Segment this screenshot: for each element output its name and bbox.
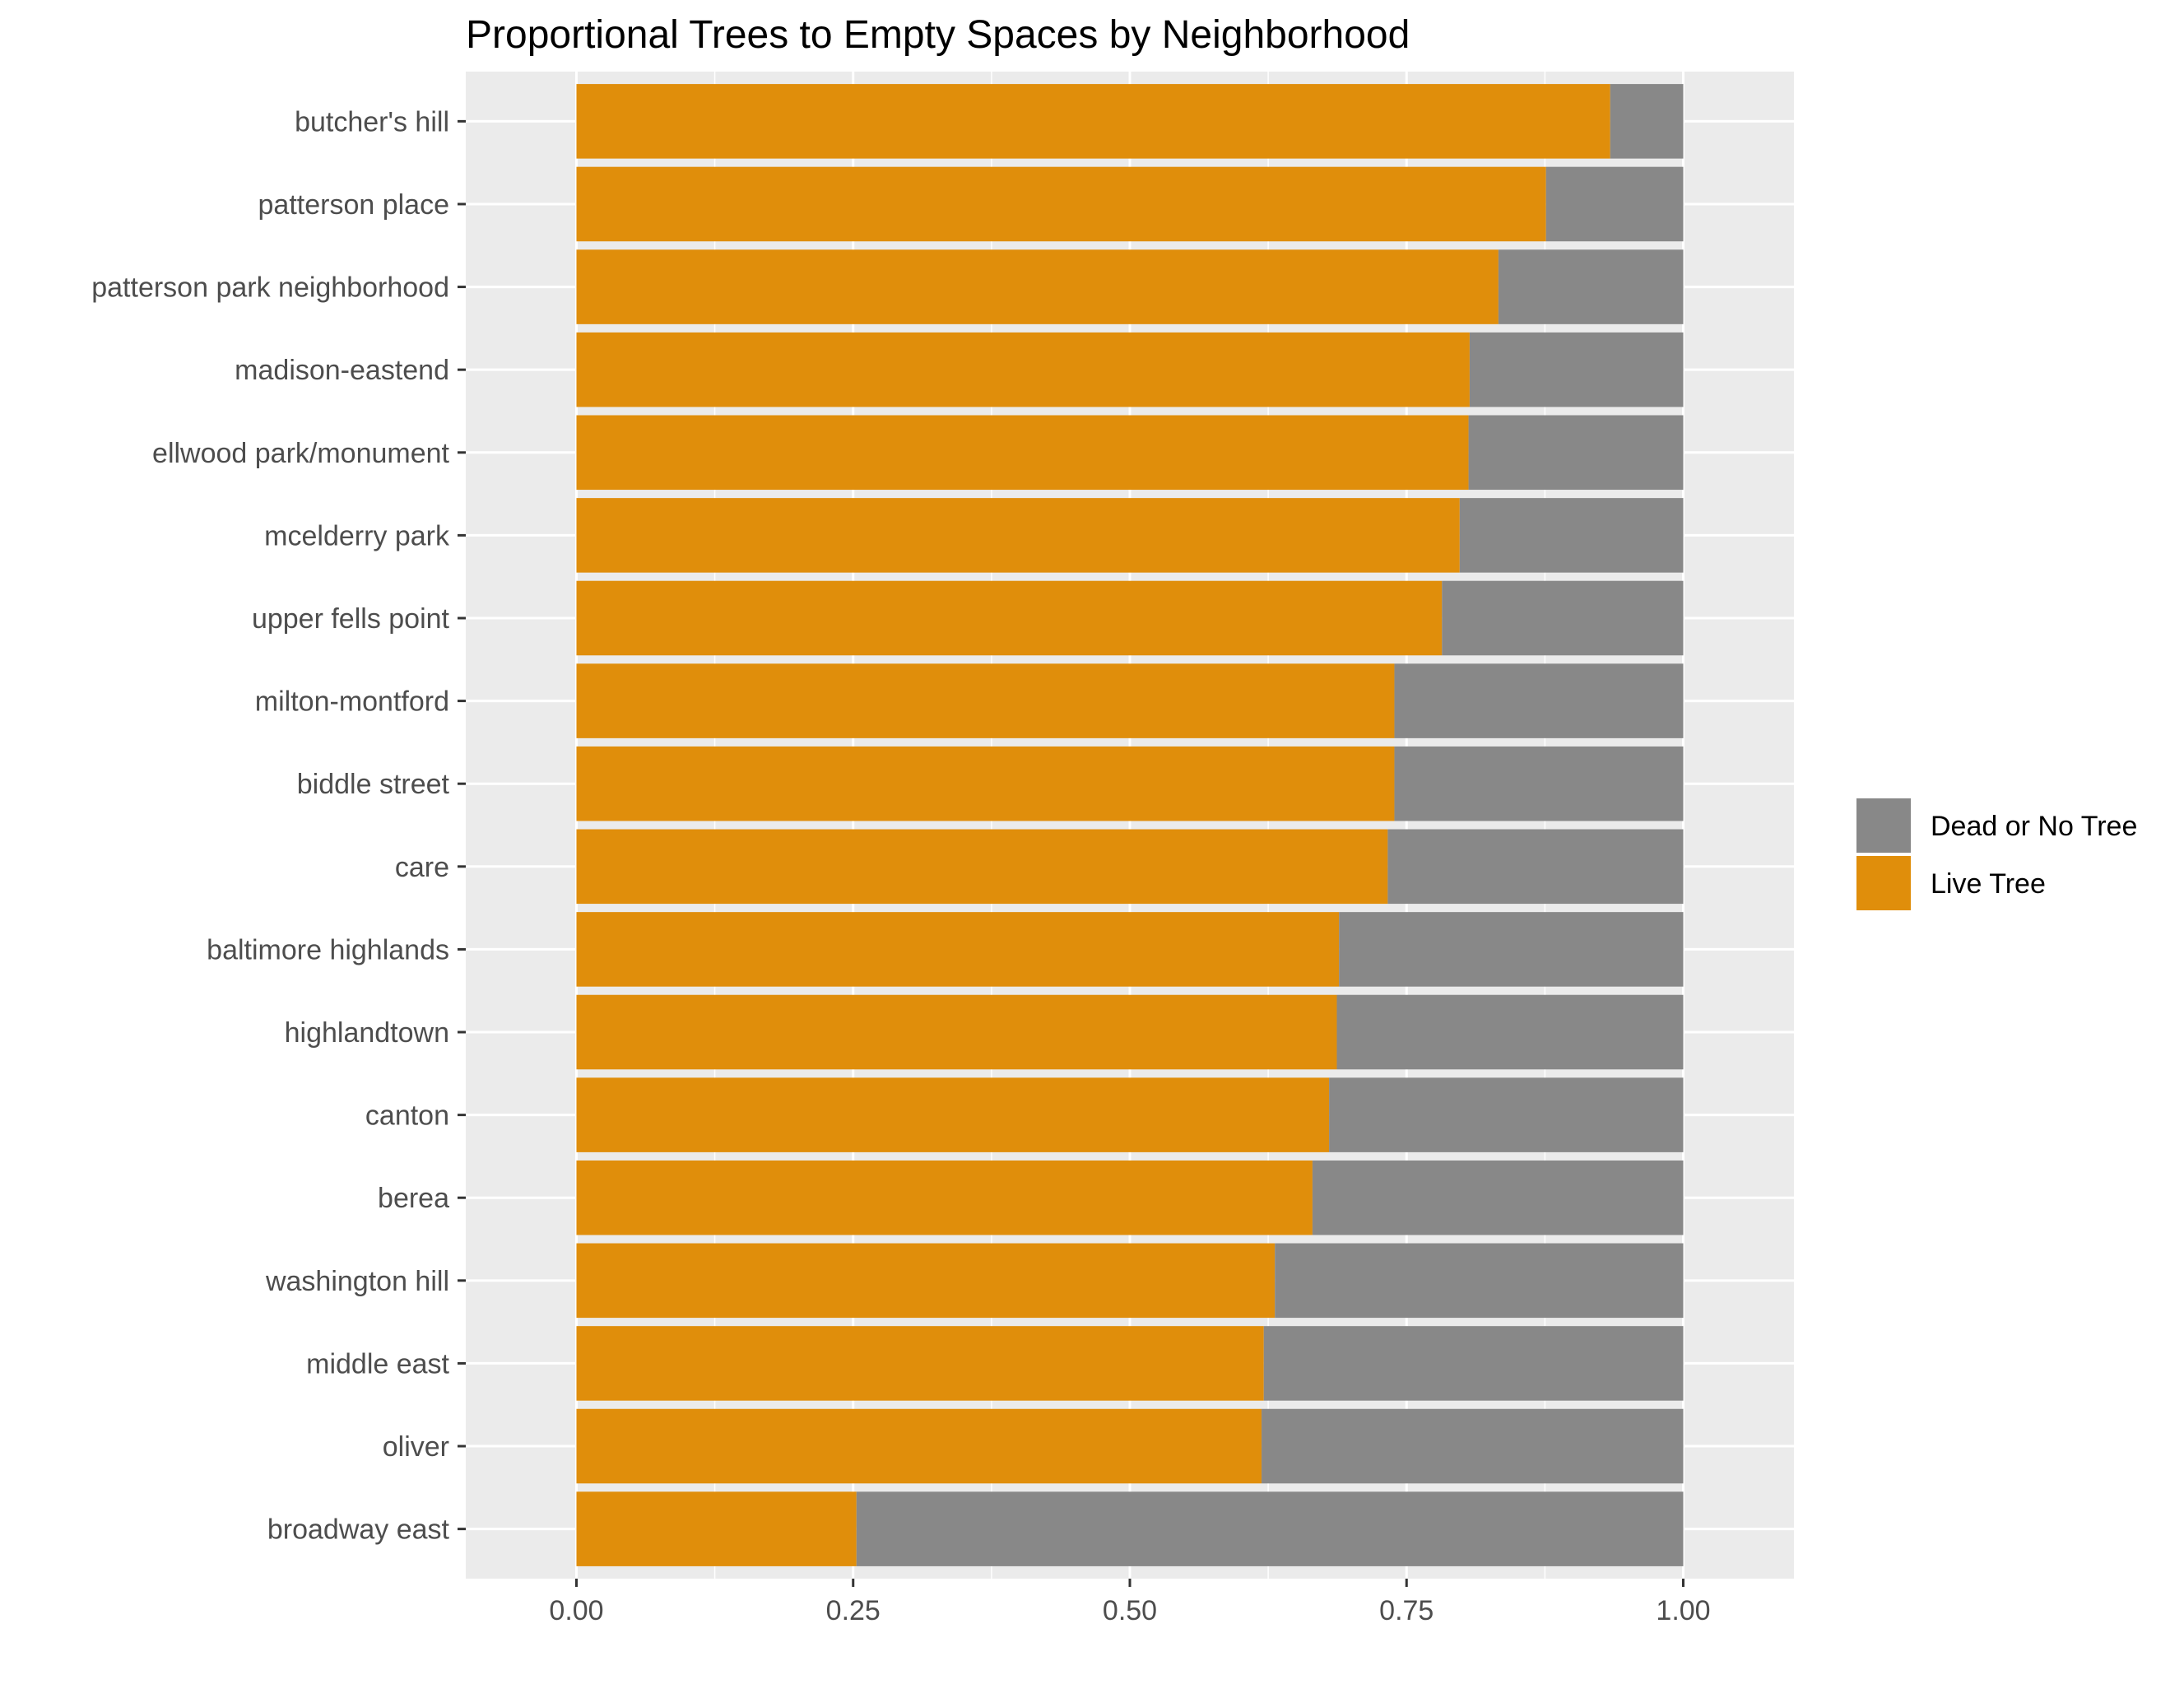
bar-live-tree <box>576 829 1388 905</box>
y-tick-label: biddle street <box>297 769 450 800</box>
bar-live-tree <box>576 166 1546 242</box>
bar-live-tree <box>576 580 1443 656</box>
y-tick-label: oliver <box>383 1431 449 1463</box>
bar-dead-or-no-tree <box>1329 1077 1684 1152</box>
bar-live-tree <box>576 663 1395 738</box>
y-tick-label: patterson park neighborhood <box>91 272 449 304</box>
bar-dead-or-no-tree <box>856 1491 1684 1566</box>
bar-dead-or-no-tree <box>1394 663 1684 738</box>
y-tick-label: broadway east <box>267 1514 450 1546</box>
bar-live-tree <box>576 746 1395 821</box>
legend: Dead or No Tree Live Tree <box>1856 798 2137 910</box>
bar-dead-or-no-tree <box>1394 746 1684 821</box>
bar-dead-or-no-tree <box>1262 1408 1684 1484</box>
bar-dead-or-no-tree <box>1469 332 1684 407</box>
y-tick-label: middle east <box>306 1348 449 1379</box>
y-tick-label: highlandtown <box>285 1017 449 1049</box>
x-tick-label: 0.50 <box>1103 1595 1157 1626</box>
bar-live-tree <box>576 249 1499 324</box>
legend-label-dead-or-no-tree: Dead or No Tree <box>1931 811 2137 842</box>
bar-dead-or-no-tree <box>1387 829 1684 905</box>
bar-live-tree <box>576 1077 1330 1152</box>
y-tick-label: washington hill <box>265 1266 449 1297</box>
bar-dead-or-no-tree <box>1442 580 1684 656</box>
x-tick-label: 1.00 <box>1656 1595 1710 1626</box>
bar-dead-or-no-tree <box>1498 249 1684 324</box>
y-tick-label: berea <box>378 1183 449 1214</box>
bar-live-tree <box>576 1326 1264 1401</box>
bar-dead-or-no-tree <box>1610 84 1684 159</box>
bar-dead-or-no-tree <box>1468 415 1684 491</box>
chart-title: Proportional Trees to Empty Spaces by Ne… <box>466 13 1410 57</box>
y-tick-label: milton-montford <box>255 686 449 718</box>
bar-live-tree <box>576 498 1460 573</box>
bar-live-tree <box>576 1160 1313 1235</box>
legend-key-dead-or-no-tree <box>1856 798 1911 853</box>
y-tick-label: butcher's hill <box>295 106 449 137</box>
bar-dead-or-no-tree <box>1336 994 1684 1070</box>
bar-live-tree <box>576 994 1337 1070</box>
y-tick-label: ellwood park/monument <box>152 438 450 469</box>
bar-live-tree <box>576 332 1470 407</box>
x-tick-label: 0.75 <box>1379 1595 1434 1626</box>
bar-dead-or-no-tree <box>1263 1326 1684 1401</box>
y-axis: butcher's hill patterson place patterson p… <box>91 106 466 1546</box>
bar-live-tree <box>576 415 1469 491</box>
bar-dead-or-no-tree <box>1312 1160 1684 1235</box>
y-tick-label: mcelderry park <box>264 520 450 551</box>
y-tick-label: canton <box>365 1100 449 1132</box>
y-tick-label: patterson place <box>258 189 450 221</box>
bar-dead-or-no-tree <box>1459 498 1684 573</box>
x-tick-label: 0.25 <box>826 1595 881 1626</box>
bar-dead-or-no-tree <box>1275 1243 1684 1319</box>
bar-live-tree <box>576 1243 1276 1319</box>
y-tick-label: baltimore highlands <box>207 934 449 965</box>
bar-live-tree <box>576 1491 857 1566</box>
bar-live-tree <box>576 1408 1262 1484</box>
y-tick-label: care <box>395 852 449 883</box>
bar-dead-or-no-tree <box>1545 166 1684 242</box>
bars <box>576 84 1684 1566</box>
bar-dead-or-no-tree <box>1339 912 1684 987</box>
bar-live-tree <box>576 912 1340 987</box>
y-tick-label: upper fells point <box>252 603 450 635</box>
legend-label-live-tree: Live Tree <box>1931 868 2046 900</box>
y-tick-label: madison-eastend <box>235 355 449 386</box>
x-axis: 0.00 0.25 0.50 0.75 1.00 <box>549 1579 1711 1626</box>
x-tick-label: 0.00 <box>549 1595 603 1626</box>
bar-live-tree <box>576 84 1610 159</box>
legend-key-live-tree <box>1856 856 1911 910</box>
